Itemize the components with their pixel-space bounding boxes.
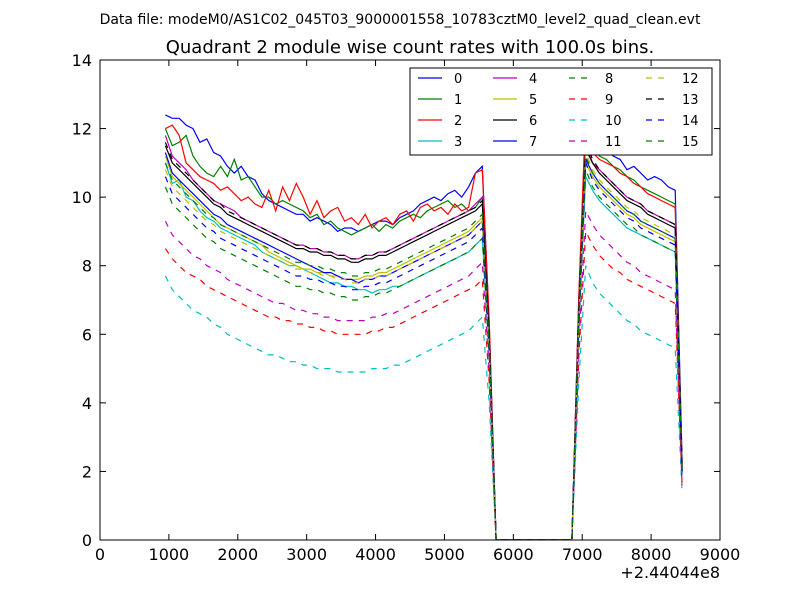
series-lines (164, 111, 683, 540)
series-line-2 (165, 111, 683, 540)
legend-label-2: 2 (454, 114, 462, 129)
y-tick-label: 8 (82, 257, 92, 276)
legend-label-14: 14 (682, 114, 699, 129)
legend-label-10: 10 (605, 114, 622, 129)
series-line-10 (164, 265, 683, 540)
legend-label-3: 3 (454, 135, 462, 150)
series-line-1 (164, 128, 683, 540)
legend-label-1: 1 (454, 93, 462, 108)
x-tick-label: 3000 (286, 545, 327, 564)
x-tick-label: 5000 (424, 545, 465, 564)
series-line-5 (164, 155, 683, 540)
plot-frame (99, 59, 721, 541)
x-axis: 0 1000 2000 3000 4000 5000 6000 7000 8000 9000 (95, 60, 740, 564)
legend-label-0: 0 (454, 72, 462, 87)
x-tick-label: 0 (95, 545, 105, 564)
x-tick-label: 4000 (355, 545, 396, 564)
series-line-11 (164, 208, 683, 540)
series-line-9 (164, 229, 683, 540)
plot-area: 0 1000 2000 3000 4000 5000 6000 7000 8000 9000 0 2… (72, 51, 741, 582)
series-line-6 (164, 145, 683, 540)
x-tick-label: 1000 (149, 545, 190, 564)
x-tick-label: 2000 (217, 545, 258, 564)
legend-label-11: 11 (605, 135, 622, 150)
legend-label-7: 7 (529, 135, 537, 150)
legend-label-5: 5 (529, 93, 537, 108)
legend-label-8: 8 (605, 72, 613, 87)
x-axis-offset-label: +2.44044e8 (620, 563, 720, 582)
legend-frame (409, 67, 713, 156)
series-line-15 (164, 155, 683, 540)
y-tick-label: 6 (82, 325, 92, 344)
y-tick-label: 4 (82, 394, 92, 413)
legend-label-13: 13 (682, 93, 699, 108)
x-tick-label: 9000 (700, 545, 741, 564)
legend-label-15: 15 (682, 135, 699, 150)
y-tick-label: 10 (72, 188, 92, 207)
x-tick-label: 6000 (493, 545, 534, 564)
y-tick-label: 12 (72, 120, 92, 139)
legend-label-6: 6 (529, 114, 537, 129)
figure-suptitle: Data file: modeM0/AS1C02_045T03_90000015… (100, 12, 701, 28)
series-line-12 (164, 152, 683, 540)
series-line-14 (164, 162, 683, 540)
x-tick-label: 8000 (631, 545, 672, 564)
y-tick-label: 2 (82, 462, 92, 481)
chart-title: Quadrant 2 module wise count rates with … (166, 37, 655, 58)
y-tick-label: 0 (82, 531, 92, 550)
series-line-13 (164, 142, 683, 540)
legend-label-4: 4 (529, 72, 537, 87)
series-line-7 (164, 152, 683, 540)
series-line-8 (164, 169, 683, 540)
series-line-3 (164, 162, 683, 540)
legend-label-12: 12 (682, 72, 699, 87)
legend-label-9: 9 (605, 93, 613, 108)
x-tick-label: 7000 (562, 545, 603, 564)
y-tick-label: 14 (72, 51, 92, 70)
